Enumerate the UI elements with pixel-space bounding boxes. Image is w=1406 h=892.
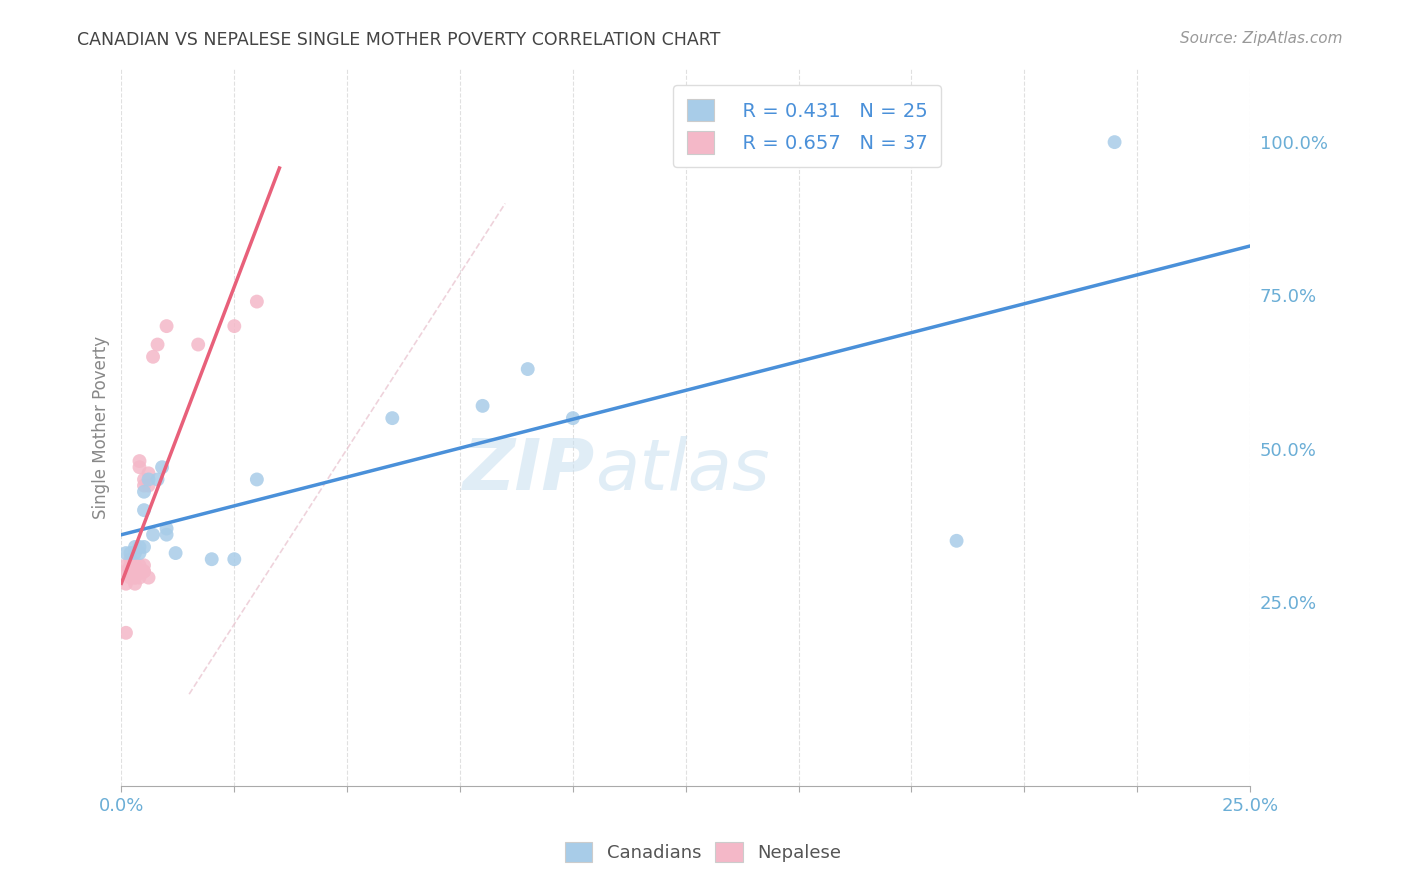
Point xyxy=(155,319,177,334)
Point xyxy=(132,565,155,579)
Point xyxy=(115,565,138,579)
Point xyxy=(124,540,146,554)
Point xyxy=(187,337,209,351)
Point xyxy=(132,484,155,499)
Point xyxy=(142,350,165,364)
Point xyxy=(138,473,160,487)
Point xyxy=(132,503,155,517)
Point xyxy=(124,565,146,579)
Point xyxy=(132,558,155,573)
Point xyxy=(381,411,404,425)
Point xyxy=(128,460,150,475)
Point xyxy=(115,625,138,640)
Point xyxy=(115,546,138,560)
Point xyxy=(124,565,146,579)
Point xyxy=(561,411,583,425)
Point xyxy=(120,558,142,573)
Point xyxy=(132,540,155,554)
Point xyxy=(142,527,165,541)
Point xyxy=(124,571,146,585)
Point xyxy=(120,565,142,579)
Point xyxy=(132,565,155,579)
Point xyxy=(115,558,138,573)
Point xyxy=(224,552,246,566)
Point xyxy=(128,546,150,560)
Point xyxy=(120,552,142,566)
Point xyxy=(115,576,138,591)
Point xyxy=(471,399,494,413)
Point xyxy=(165,546,187,560)
Text: CANADIAN VS NEPALESE SINGLE MOTHER POVERTY CORRELATION CHART: CANADIAN VS NEPALESE SINGLE MOTHER POVER… xyxy=(77,31,721,49)
Point xyxy=(516,362,538,376)
Point xyxy=(124,546,146,560)
Point xyxy=(138,478,160,492)
Point xyxy=(124,571,146,585)
Legend:   R = 0.431   N = 25,   R = 0.657   N = 37: R = 0.431 N = 25, R = 0.657 N = 37 xyxy=(673,86,941,168)
Text: Source: ZipAtlas.com: Source: ZipAtlas.com xyxy=(1180,31,1343,46)
Point xyxy=(128,571,150,585)
Text: ZIP: ZIP xyxy=(463,436,595,505)
Point xyxy=(155,527,177,541)
Point xyxy=(155,522,177,536)
Point xyxy=(124,576,146,591)
Point xyxy=(1104,135,1126,149)
Point xyxy=(138,467,160,481)
Y-axis label: Single Mother Poverty: Single Mother Poverty xyxy=(93,335,110,519)
Point xyxy=(246,294,269,309)
Point xyxy=(945,533,967,548)
Point xyxy=(120,571,142,585)
Point xyxy=(120,558,142,573)
Point xyxy=(132,473,155,487)
Point xyxy=(146,337,169,351)
Legend: Canadians, Nepalese: Canadians, Nepalese xyxy=(558,834,848,870)
Point xyxy=(128,565,150,579)
Point xyxy=(128,565,150,579)
Point xyxy=(120,546,142,560)
Point xyxy=(128,558,150,573)
Point xyxy=(150,460,173,475)
Point xyxy=(201,552,224,566)
Point xyxy=(124,558,146,573)
Point xyxy=(120,565,142,579)
Point xyxy=(128,540,150,554)
Point xyxy=(246,473,269,487)
Point xyxy=(224,319,246,334)
Point xyxy=(120,565,142,579)
Point xyxy=(138,571,160,585)
Text: atlas: atlas xyxy=(595,436,770,505)
Point xyxy=(132,478,155,492)
Point xyxy=(128,454,150,468)
Point xyxy=(146,473,169,487)
